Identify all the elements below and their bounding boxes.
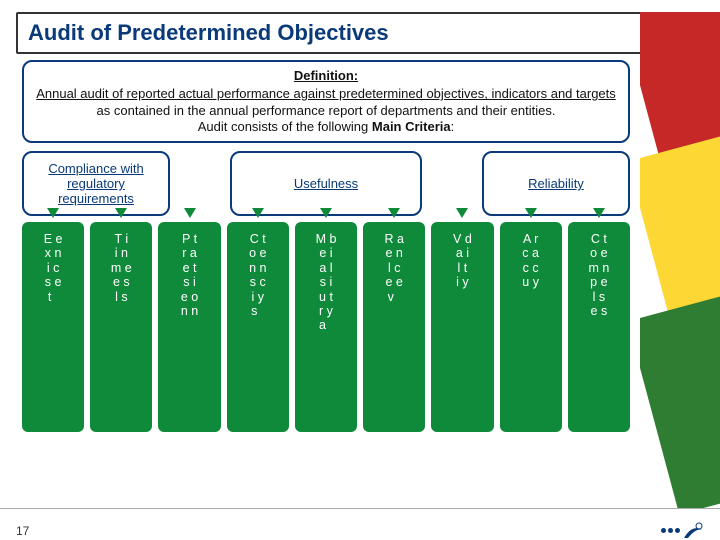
leaf-presentation: P t r a e t s i e o n n: [158, 222, 220, 432]
leaf-accuracy: A r c a c c u y: [500, 222, 562, 432]
page-number: 17: [16, 524, 29, 538]
slide: { "colors": { "title": "#0a3a7a", "borde…: [0, 12, 720, 540]
leaf-measurability: M b e i a l s i u t r y a: [295, 222, 357, 432]
leaf-relevance: R a e n l c e e v: [363, 222, 425, 432]
title-box: Audit of Predetermined Objectives: [16, 12, 650, 54]
leaf-existence: E e x n i c s e t: [22, 222, 84, 432]
globe-swoosh-icon: [682, 520, 704, 540]
criteria-reliability: Reliability: [482, 151, 630, 216]
leaf-consistency: C t o e n n s c i y s: [227, 222, 289, 432]
criteria-usefulness: Usefulness: [230, 151, 422, 216]
footer-logo: [658, 520, 704, 540]
definition-box: Definition: Annual audit of reported act…: [22, 60, 630, 143]
criteria-row: Compliance with regulatory requirements …: [22, 151, 630, 216]
footer: 17: [0, 508, 720, 540]
definition-heading: Definition:: [36, 68, 616, 84]
leaf-completeness: C t o e m n p e l s e s: [568, 222, 630, 432]
decorative-stripes: [640, 12, 720, 540]
leaf-timeliness: T i i n m e e s l s: [90, 222, 152, 432]
leaf-row: E e x n i c s e t T i i n m e e s l s P …: [22, 222, 630, 432]
definition-body: Annual audit of reported actual performa…: [36, 86, 616, 134]
criteria-compliance: Compliance with regulatory requirements: [22, 151, 170, 216]
leaf-validity: V d a i l t i y: [431, 222, 493, 432]
slide-title: Audit of Predetermined Objectives: [28, 20, 638, 46]
